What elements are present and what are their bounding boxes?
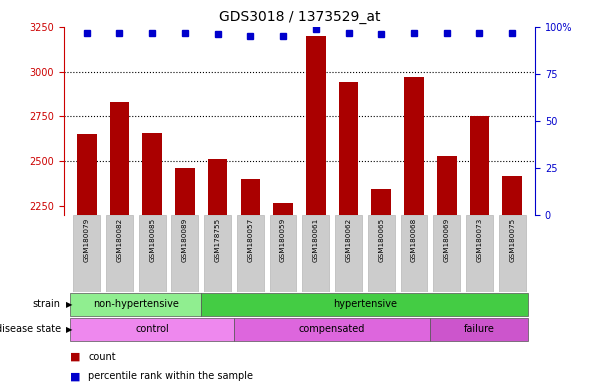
Text: GSM180082: GSM180082 bbox=[117, 217, 122, 262]
Bar bbox=[106, 215, 133, 292]
Text: ▶: ▶ bbox=[66, 300, 72, 309]
Text: control: control bbox=[136, 324, 169, 334]
Text: GSM178755: GSM178755 bbox=[215, 217, 221, 262]
Bar bbox=[237, 215, 264, 292]
Text: GSM180075: GSM180075 bbox=[509, 217, 515, 262]
Text: ■: ■ bbox=[70, 352, 80, 362]
Bar bbox=[139, 215, 165, 292]
Text: GSM180057: GSM180057 bbox=[247, 217, 254, 262]
Bar bbox=[71, 293, 201, 316]
Bar bbox=[499, 215, 525, 292]
Text: count: count bbox=[88, 352, 116, 362]
Bar bbox=[208, 159, 227, 384]
Text: GSM180059: GSM180059 bbox=[280, 217, 286, 262]
Bar bbox=[437, 156, 457, 384]
Bar bbox=[142, 132, 162, 384]
Text: GSM180089: GSM180089 bbox=[182, 217, 188, 262]
Bar bbox=[502, 175, 522, 384]
Bar bbox=[109, 102, 130, 384]
Text: ▶: ▶ bbox=[66, 325, 72, 334]
Text: percentile rank within the sample: percentile rank within the sample bbox=[88, 371, 253, 381]
Bar bbox=[339, 81, 358, 384]
Bar bbox=[401, 215, 427, 292]
Bar bbox=[430, 318, 528, 341]
Text: GSM180073: GSM180073 bbox=[477, 217, 482, 262]
Bar bbox=[175, 167, 195, 384]
Text: GSM180068: GSM180068 bbox=[411, 217, 417, 262]
Bar bbox=[74, 215, 100, 292]
Bar bbox=[71, 318, 234, 341]
Bar bbox=[302, 215, 329, 292]
Bar bbox=[201, 293, 528, 316]
Text: GSM180062: GSM180062 bbox=[345, 217, 351, 262]
Text: compensated: compensated bbox=[299, 324, 365, 334]
Text: GSM180069: GSM180069 bbox=[444, 217, 450, 262]
Bar bbox=[171, 215, 198, 292]
Bar bbox=[241, 179, 260, 384]
Bar bbox=[371, 189, 391, 384]
Text: ■: ■ bbox=[70, 371, 80, 381]
Text: non-hypertensive: non-hypertensive bbox=[93, 299, 179, 310]
Text: GSM180065: GSM180065 bbox=[378, 217, 384, 262]
Bar bbox=[306, 36, 326, 384]
Bar bbox=[335, 215, 362, 292]
Bar bbox=[204, 215, 231, 292]
Bar bbox=[469, 116, 489, 384]
Text: GSM180061: GSM180061 bbox=[313, 217, 319, 262]
Bar bbox=[368, 215, 395, 292]
Bar bbox=[404, 77, 424, 384]
Text: hypertensive: hypertensive bbox=[333, 299, 397, 310]
Bar bbox=[234, 318, 430, 341]
Bar bbox=[466, 215, 493, 292]
Text: failure: failure bbox=[464, 324, 495, 334]
Bar bbox=[273, 204, 293, 384]
Title: GDS3018 / 1373529_at: GDS3018 / 1373529_at bbox=[219, 10, 380, 25]
Text: strain: strain bbox=[33, 299, 61, 310]
Bar bbox=[434, 215, 460, 292]
Text: GSM180079: GSM180079 bbox=[84, 217, 90, 262]
Bar bbox=[77, 134, 97, 384]
Text: disease state: disease state bbox=[0, 324, 61, 334]
Bar bbox=[270, 215, 297, 292]
Text: GSM180085: GSM180085 bbox=[149, 217, 155, 262]
